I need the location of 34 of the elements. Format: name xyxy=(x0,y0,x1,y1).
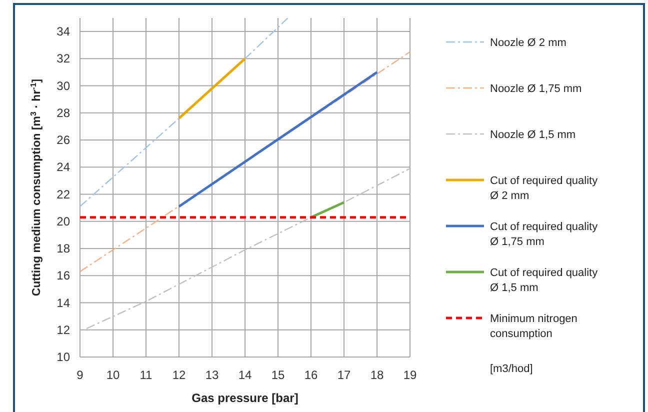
x-tick-label: 15 xyxy=(271,368,285,382)
legend-label: Noozle Ø 1,5 mm xyxy=(490,129,576,141)
x-tick-label: 14 xyxy=(238,368,252,382)
legend-label: Noozle Ø 1,75 mm xyxy=(490,83,582,95)
legend-label: Minimum nitrogen consumption xyxy=(490,313,578,340)
line-series xyxy=(86,168,410,330)
y-tick-label: 34 xyxy=(56,24,70,39)
text: [m3/hod] xyxy=(490,363,533,375)
x-tick-label: 12 xyxy=(172,368,186,382)
y-tick-label: 16 xyxy=(56,268,70,283)
x-tick-label: 19 xyxy=(403,368,417,382)
y-tick-label: 18 xyxy=(56,242,70,256)
x-tick-label: 10 xyxy=(106,368,120,382)
y-tick-label: 26 xyxy=(56,133,70,148)
y-tick-label: 24 xyxy=(56,160,70,174)
y-tick-label: 30 xyxy=(56,78,70,93)
y-tick-label: 12 xyxy=(56,322,70,337)
y-tick-label: 10 xyxy=(56,350,70,364)
y-tick-label: 20 xyxy=(56,214,70,228)
y-tick-label: 32 xyxy=(56,52,70,66)
legend-label: Cut of required quality Ø 2 mm xyxy=(490,175,598,202)
y-tick-label: 14 xyxy=(56,296,70,310)
x-axis-title: Gas pressure [bar] xyxy=(192,391,298,405)
y-tick-label: 22 xyxy=(56,187,70,202)
y-tick-label: 28 xyxy=(56,106,70,120)
x-tick-label: 18 xyxy=(370,368,384,382)
x-tick-label: 9 xyxy=(76,368,84,382)
legend-label: Noozle Ø 2 mm xyxy=(490,37,566,49)
x-tick-label: 17 xyxy=(337,368,351,382)
x-tick-label: 16 xyxy=(304,368,318,382)
legend-label: Cut of required quality Ø 1,5 mm xyxy=(490,267,598,294)
x-tick-label: 11 xyxy=(140,368,153,382)
x-tick-label: 13 xyxy=(205,368,219,382)
legend-label: Cut of required quality Ø 1,75 mm xyxy=(490,221,598,248)
